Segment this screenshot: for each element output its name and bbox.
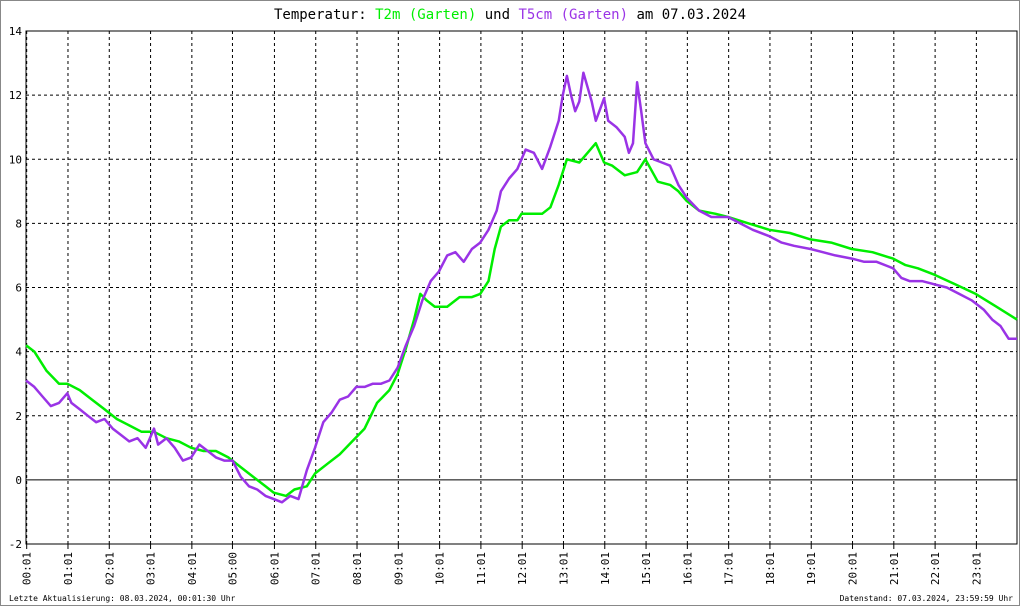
y-tick-label: 4: [15, 346, 22, 359]
title-prefix: Temperatur:: [274, 7, 375, 23]
plot-border: [25, 30, 1018, 545]
y-tick-label: 2: [15, 410, 22, 423]
x-tick-label: 22:01: [929, 552, 942, 585]
x-tick-label: 15:01: [640, 552, 653, 585]
x-tick-label: 18:01: [764, 552, 777, 585]
x-tick-label: 01:01: [62, 552, 75, 585]
y-tick-label: -2: [9, 538, 22, 551]
x-tick-label: 04:01: [186, 552, 199, 585]
y-tick-label: 12: [9, 89, 22, 102]
series-lines: [25, 71, 1018, 504]
x-tick-label: 11:01: [475, 552, 488, 585]
x-tick-label: 19:01: [805, 552, 818, 585]
footer-last-update: Letzte Aktualisierung: 08.03.2024, 00:01…: [9, 594, 236, 603]
x-tick-label: 06:01: [268, 552, 281, 585]
t2m-series-line: [25, 141, 1018, 498]
x-tick-label: 03:01: [145, 552, 158, 585]
title-mid: und: [476, 7, 518, 23]
y-tick-label: 6: [15, 282, 22, 295]
x-tick-label: 00:01: [21, 552, 34, 585]
title-series1: T2m (Garten): [375, 7, 476, 23]
title-suffix: am 07.03.2024: [628, 7, 746, 23]
x-tick-label: 09:01: [392, 552, 405, 585]
axes: [25, 30, 1018, 549]
x-tick-label: 12:01: [516, 552, 529, 585]
x-tick-label: 20:01: [847, 552, 860, 585]
x-tick-label: 17:01: [723, 552, 736, 585]
tick-labels: -2 0 2 4 6 8 10 12 14 00:01 01:01 02:01 03:01 04:01 05…: [9, 25, 984, 585]
x-tick-label: 02:01: [103, 552, 116, 585]
x-tick-label: 13:01: [557, 552, 570, 585]
chart-title: Temperatur: T2m (Garten) und T5cm (Garte…: [274, 7, 746, 23]
y-tick-label: 8: [15, 217, 22, 230]
x-tick-label: 16:01: [681, 552, 694, 585]
x-tick-label: 21:01: [888, 552, 901, 585]
x-tick-label: 23:01: [970, 552, 983, 585]
x-tick-label: 08:01: [351, 552, 364, 585]
grid: [26, 31, 1017, 544]
x-tick-label: 10:01: [434, 552, 447, 585]
x-tick-label: 05:00: [226, 552, 239, 585]
x-tick-label: 07:01: [310, 552, 323, 585]
y-tick-label: 0: [15, 474, 22, 487]
footer-data-status: Datenstand: 07.03.2024, 23:59:59 Uhr: [839, 594, 1013, 603]
t5cm-series-line: [25, 71, 1017, 504]
y-tick-label: 10: [9, 153, 22, 166]
y-tick-label: 14: [9, 25, 23, 38]
x-tick-label: 14:01: [599, 552, 612, 585]
title-series2: T5cm (Garten): [518, 7, 628, 23]
